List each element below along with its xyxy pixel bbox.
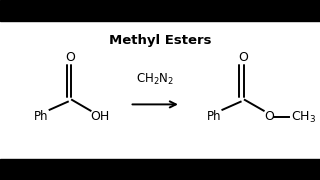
Text: O: O (265, 111, 274, 123)
Text: Ph: Ph (207, 111, 222, 123)
Text: Diazomethane formation of: Diazomethane formation of (57, 12, 263, 25)
Text: O: O (66, 51, 75, 64)
Text: Ph: Ph (34, 111, 49, 123)
Text: OH: OH (91, 111, 110, 123)
Text: Methyl Esters: Methyl Esters (109, 34, 211, 47)
Text: CH$_3$: CH$_3$ (292, 109, 316, 125)
Text: O: O (238, 51, 248, 64)
Text: CH$_2$N$_2$: CH$_2$N$_2$ (136, 72, 174, 87)
